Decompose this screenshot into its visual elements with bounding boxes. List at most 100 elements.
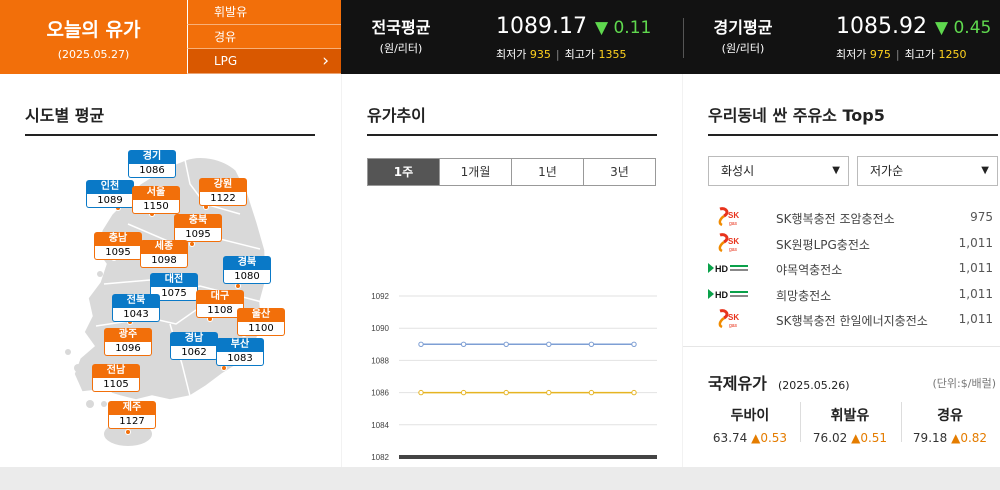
station-price: 1,011 [958,261,993,275]
station-name: SK행복충전 한일에너지충전소 [776,314,928,328]
header-divider [683,18,684,58]
price-trend-panel: 유가추이 1주 1개월 1년 3년 1082 1084 1086 1088 1090 10… [342,74,682,467]
station-name: SK원평LPG충전소 [776,237,870,252]
svg-text:HD: HD [715,264,728,274]
title-underline [367,134,657,136]
down-triangle-icon: ▼ [595,18,609,38]
region-name: 대전 [150,273,198,287]
min-label: 최저가 [496,48,527,61]
hd-oilbank-logo-icon: HD [708,288,748,300]
international-unit: (단위:$/배럴) [932,377,996,390]
region-marker[interactable]: 충북 1095 [174,214,222,242]
tab-1month[interactable]: 1개월 [439,159,511,185]
station-price: 1,011 [958,235,993,250]
station-row[interactable]: HD 야목역충전소 1,011 [708,258,993,278]
region-name: 부산 [216,338,264,352]
sort-select[interactable]: 저가순 ▼ [857,156,998,186]
region-marker[interactable]: 대전 1075 [150,273,198,301]
city-select-value: 화성시 [721,164,755,178]
region-name: 경기 [128,150,176,164]
y-tick-label: 1088 [371,356,389,365]
station-name: 야목역충전소 [776,263,843,277]
national-unit: (원/리터) [379,42,423,55]
max-label: 최고가 [904,48,935,61]
svg-text:gas: gas [729,221,738,227]
svg-text:gas: gas [729,323,738,329]
region-marker[interactable]: 울산 1100 [237,308,285,336]
fuel-tab-lpg[interactable]: LPG › [187,49,341,74]
regional-title: 시도별 평균 [25,106,105,125]
region-marker[interactable]: 충남 1095 [94,232,142,260]
region-marker[interactable]: 인천 1089 [86,180,134,208]
region-name: 충북 [174,214,222,228]
region-marker[interactable]: 강원 1122 [199,178,247,206]
hd-oilbank-logo-icon: HD [708,263,748,274]
data-point [460,389,467,396]
region-name: 세종 [140,240,188,254]
divider: | [895,48,900,61]
station-row[interactable]: HD 희망충전소 1,011 [708,284,993,304]
station-name: SK행복충전 조암충전소 [776,212,895,226]
region-value: 1096 [104,342,152,356]
national-change-value: 0.11 [613,18,652,38]
national-price: 1089.17 [496,14,587,39]
oil-quote: 79.18 ▲0.82 [905,431,995,445]
region-marker[interactable]: 제주 1127 [108,401,156,429]
region-name: 충남 [94,232,142,246]
up-triangle-icon: ▲ [951,431,961,445]
tab-1year[interactable]: 1년 [511,159,583,185]
data-point [631,341,637,348]
region-marker[interactable]: 부산 1083 [216,338,264,366]
region-marker[interactable]: 전북 1043 [112,294,160,322]
city-select[interactable]: 화성시 ▼ [708,156,849,186]
station-price: 1,011 [958,286,993,301]
region-marker[interactable]: 경기 1086 [128,150,176,178]
trend-title: 유가추이 [367,106,426,125]
international-title: 국제유가 [708,374,767,393]
national-average: 전국평균 (원/리터) 1089.17 ▼ 0.11 최저가 935 | 최고가 1… [341,0,682,74]
national-min: 935 [529,48,551,61]
station-row[interactable]: SK gas SK행복충전 한일에너지충전소 1,011 [708,309,993,329]
gyeonggi-change-value: 0.45 [953,18,992,38]
region-value: 1150 [132,200,180,214]
tab-3year[interactable]: 3년 [583,159,655,185]
max-label: 최고가 [564,48,595,61]
tab-1week[interactable]: 1주 [368,159,439,185]
data-point [631,389,637,396]
korea-map [65,156,267,446]
region-marker[interactable]: 경북 1080 [223,256,271,284]
station-row[interactable]: SK gas SK행복충전 조암충전소 975 [708,207,993,227]
region-marker[interactable]: 세종 1098 [140,240,188,268]
gyeonggi-unit: (원/리터) [721,42,765,55]
down-triangle-icon: ▼ [935,18,949,38]
data-point [418,389,424,396]
fuel-tab-gasoline[interactable]: 휘발유 [187,0,341,25]
y-tick-label: 1082 [371,453,389,462]
gyeonggi-max: 1250 [938,48,967,61]
region-name: 대구 [196,290,244,304]
oil-price: 79.18 [912,431,948,445]
gyeonggi-price: 1085.92 [836,14,927,39]
region-name: 광주 [104,328,152,342]
region-marker[interactable]: 대구 1108 [196,290,244,318]
region-name: 서울 [132,186,180,200]
international-header: 국제유가 (2025.05.26) [708,370,850,394]
data-point [503,341,509,348]
region-marker[interactable]: 서울 1150 [132,186,180,214]
station-row[interactable]: SK gas SK원평LPG충전소 1,011 [708,232,993,253]
gyeonggi-change: ▼ 0.45 [935,18,991,38]
station-name: 희망충전소 [776,288,832,303]
national-minmax: 최저가 935 | 최고가 1355 [496,46,626,62]
fuel-tab-diesel[interactable]: 경유 [187,24,341,50]
gyeonggi-average: 경기평균 (원/리터) 1085.92 ▼ 0.45 최저가 975 | 최고가 1… [683,0,1000,74]
gyeonggi-minmax: 최저가 975 | 최고가 1250 [836,46,966,62]
station-price: 975 [970,210,993,224]
region-marker[interactable]: 광주 1096 [104,328,152,356]
region-marker[interactable]: 경남 1062 [170,332,218,360]
oil-name: 경유 [937,408,963,424]
cheapest-title: 우리동네 싼 주유소 Top5 [708,106,885,125]
region-marker[interactable]: 전남 1105 [92,364,140,392]
